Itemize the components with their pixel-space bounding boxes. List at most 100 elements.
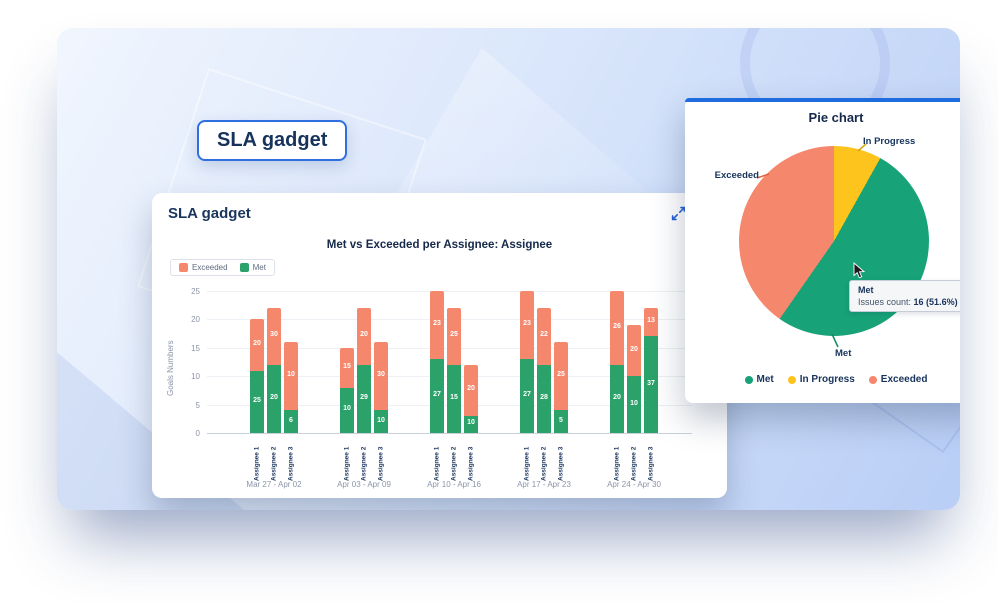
bar-segment-met[interactable] bbox=[357, 364, 371, 433]
tooltip-value: 16 (51.6%) bbox=[913, 297, 958, 307]
exceeded-value-label: 23 bbox=[433, 320, 441, 328]
y-tick-label: 20 bbox=[191, 315, 200, 325]
met-value-label: 20 bbox=[270, 393, 278, 401]
bar-chart-title: Met vs Exceeded per Assignee: Assignee bbox=[326, 239, 553, 251]
bar-plot-area: 0 5 10 15 20 25 Mar 27 - Apr 02 25 20 Assignee 1 2… bbox=[152, 193, 727, 498]
assignee-axis-label: Assignee 1 bbox=[343, 446, 351, 481]
legend-label: Exceeded bbox=[192, 263, 228, 272]
met-swatch-icon bbox=[239, 263, 249, 272]
legend-item-exceeded[interactable]: Exceeded bbox=[868, 374, 928, 385]
bar-segment-exceeded[interactable] bbox=[520, 291, 534, 360]
legend-label: Exceeded bbox=[880, 374, 928, 385]
gridline bbox=[207, 291, 692, 292]
met-value-label: 20 bbox=[613, 393, 621, 401]
bar-segment-met[interactable] bbox=[464, 415, 478, 433]
exceeded-value-label: 25 bbox=[557, 371, 565, 379]
met-value-label: 6 bbox=[289, 416, 293, 424]
bar-segment-met[interactable] bbox=[520, 359, 534, 433]
legend-item-met[interactable]: Met bbox=[744, 374, 774, 385]
assignee-axis-label: Assignee 1 bbox=[433, 446, 441, 481]
bar-segment-exceeded[interactable] bbox=[644, 308, 658, 337]
bar-segment-met[interactable] bbox=[430, 359, 444, 433]
collapse-diagonal-icon[interactable] bbox=[671, 206, 686, 221]
exceeded-value-label: 20 bbox=[467, 385, 475, 393]
week-range-label: Mar 27 - Apr 02 bbox=[246, 480, 302, 489]
bar-segment-exceeded[interactable] bbox=[554, 342, 568, 411]
exceeded-swatch-icon bbox=[179, 263, 188, 272]
bar-segment-met[interactable] bbox=[267, 364, 281, 433]
pie-chart-title: Pie chart bbox=[808, 110, 864, 125]
bar-segment-exceeded[interactable] bbox=[340, 347, 354, 388]
pie-chart-card: Pie chart In Progress Exceeded Met Met I… bbox=[685, 98, 960, 403]
exceeded-value-label: 25 bbox=[450, 331, 458, 339]
bar-segment-exceeded[interactable] bbox=[430, 291, 444, 360]
bar-segment-exceeded[interactable] bbox=[374, 342, 388, 411]
met-value-label: 25 bbox=[253, 396, 261, 404]
week-range-label: Apr 10 - Apr 16 bbox=[427, 480, 481, 489]
assignee-axis-label: Assignee 1 bbox=[253, 446, 261, 481]
callout-exceeded: Exceeded bbox=[714, 170, 759, 181]
bar-chart-legend: Exceeded Met bbox=[170, 259, 275, 276]
badge-label: SLA gadget bbox=[217, 129, 328, 151]
exceeded-value-label: 20 bbox=[360, 331, 368, 339]
met-value-label: 27 bbox=[433, 391, 441, 399]
bar-segment-met[interactable] bbox=[554, 410, 568, 433]
exceeded-value-label: 20 bbox=[253, 339, 261, 347]
bar-segment-exceeded[interactable] bbox=[284, 342, 298, 411]
bar-segment-exceeded[interactable] bbox=[627, 325, 641, 377]
bar-segment-exceeded[interactable] bbox=[447, 308, 461, 365]
assignee-axis-label: Assignee 2 bbox=[450, 446, 458, 481]
bar-segment-exceeded[interactable] bbox=[537, 308, 551, 365]
bar-segment-met[interactable] bbox=[610, 364, 624, 433]
assignee-axis-label: Assignee 3 bbox=[557, 446, 565, 481]
bar-segment-exceeded[interactable] bbox=[610, 291, 624, 365]
sla-gadget-badge: SLA gadget bbox=[197, 120, 348, 161]
exceeded-value-label: 15 bbox=[343, 362, 351, 370]
card-title: SLA gadget bbox=[168, 205, 251, 222]
exceeded-value-label: 30 bbox=[377, 371, 385, 379]
bar-segment-met[interactable] bbox=[644, 336, 658, 433]
assignee-axis-label: Assignee 2 bbox=[360, 446, 368, 481]
bar-segment-exceeded[interactable] bbox=[250, 319, 264, 371]
bar-segment-exceeded[interactable] bbox=[464, 364, 478, 416]
exceeded-value-label: 10 bbox=[287, 371, 295, 379]
legend-label: Met bbox=[756, 374, 774, 385]
bar-segment-met[interactable] bbox=[447, 364, 461, 433]
bar-segment-met[interactable] bbox=[537, 364, 551, 433]
callout-in-progress: In Progress bbox=[863, 136, 916, 147]
y-tick-label: 10 bbox=[191, 372, 200, 382]
week-range-label: Apr 24 - Apr 30 bbox=[607, 480, 661, 489]
week-range-label: Apr 03 - Apr 09 bbox=[337, 480, 391, 489]
legend-item-met[interactable]: Met bbox=[239, 263, 266, 272]
assignee-axis-label: Assignee 2 bbox=[540, 446, 548, 481]
met-value-label: 10 bbox=[343, 405, 351, 413]
bar-segment-exceeded[interactable] bbox=[357, 308, 371, 365]
exceeded-value-label: 20 bbox=[630, 345, 638, 353]
assignee-axis-label: Assignee 3 bbox=[287, 446, 295, 481]
exceeded-value-label: 26 bbox=[613, 322, 621, 330]
bar-segment-met[interactable] bbox=[627, 376, 641, 433]
met-value-label: 29 bbox=[360, 393, 368, 401]
bar-segment-met[interactable] bbox=[284, 410, 298, 433]
met-value-label: 10 bbox=[467, 419, 475, 427]
sla-gadget-card: SLA gadget Met vs Exceeded per Assignee:… bbox=[152, 193, 727, 498]
week-range-label: Apr 17 - Apr 23 bbox=[517, 480, 571, 489]
legend-item-exceeded[interactable]: Exceeded bbox=[179, 263, 228, 272]
bar-segment-exceeded[interactable] bbox=[267, 308, 281, 365]
bar-segment-met[interactable] bbox=[374, 410, 388, 433]
tooltip-label: Issues count: bbox=[858, 297, 912, 307]
callout-met: Met bbox=[835, 348, 852, 359]
legend-item-in-progress[interactable]: In Progress bbox=[787, 374, 855, 385]
exceeded-dot-icon bbox=[868, 375, 877, 384]
assignee-axis-label: Assignee 1 bbox=[613, 446, 621, 481]
bar-segment-met[interactable] bbox=[250, 370, 264, 433]
pie-chart-legend: Met In Progress Exceeded bbox=[685, 374, 960, 385]
exceeded-value-label: 30 bbox=[270, 331, 278, 339]
exceeded-value-label: 22 bbox=[540, 331, 548, 339]
met-value-label: 5 bbox=[559, 416, 563, 424]
y-tick-label: 15 bbox=[191, 343, 200, 353]
bar-segment-met[interactable] bbox=[340, 387, 354, 433]
in-progress-dot-icon bbox=[787, 375, 796, 384]
background-panel: SLA gadget SLA gadget Met vs Exceeded pe… bbox=[57, 28, 960, 510]
pie-tooltip: Met Issues count: 16 (51.6%) bbox=[849, 280, 960, 312]
